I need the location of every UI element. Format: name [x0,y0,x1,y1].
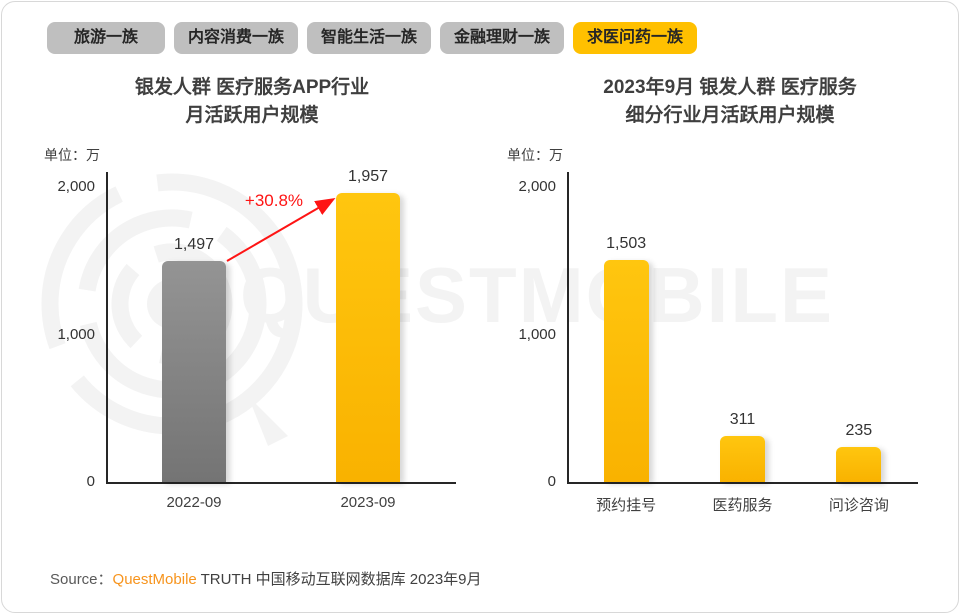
source-line: Source：QuestMobile TRUTH 中国移动互联网数据库 2023… [50,568,482,589]
tab-travel[interactable]: 旅游一族 [47,22,165,54]
bar-预约挂号 [603,260,649,482]
y-axis [567,172,569,482]
y-tick-label: 2,000 [518,178,556,195]
chart-left-title-line1: 银发人群 医疗服务APP行业 [134,77,370,98]
bar-2022-09 [162,261,226,482]
tab-content-consumption[interactable]: 内容消费一族 [174,22,299,54]
chart-right-title-line2: 细分行业月活跃用户规模 [625,105,835,126]
y-axis [106,172,108,482]
x-category-label: 2023-09 [340,494,396,511]
bar-医药服务 [720,436,765,482]
bar-2023-09 [336,193,400,482]
bar-value-label: 1,497 [173,236,215,254]
y-tick-label: 0 [547,473,556,490]
tab-bar: 旅游一族 内容消费一族 智能生活一族 金融理财一族 求医问药一族 [47,22,698,54]
source-prefix: Source： [50,571,113,588]
y-tick-label: 1,000 [518,325,556,343]
bar-value-label: 311 [729,411,756,429]
source-brand: QuestMobile [112,571,197,588]
source-rest: TRUTH 中国移动互联网数据库 2023年9月 [196,571,482,588]
bar-value-label: 235 [845,422,873,440]
growth-annotation: +30.8% [244,191,304,210]
x-category-label: 2022-09 [166,494,222,511]
chart-right-unit-label: 单位：万 [507,147,563,163]
bar-value-label: 1,957 [347,168,389,186]
tab-smart-life[interactable]: 智能生活一族 [307,22,432,54]
x-axis [106,482,456,484]
y-tick-label: 1,000 [57,325,95,343]
y-tick-label: 2,000 [57,178,95,195]
x-axis [567,482,918,484]
tab-finance[interactable]: 金融理财一族 [440,22,565,54]
x-category-label: 问诊咨询 [828,497,889,514]
chart-left-unit-label: 单位：万 [44,147,100,163]
growth-arrow-icon [226,197,336,262]
y-tick-label: 0 [86,473,95,490]
x-category-label: 医药服务 [712,497,773,514]
chart-left-title-line2: 月活跃用户规模 [185,105,319,126]
x-category-label: 预约挂号 [596,497,657,514]
tab-medical[interactable]: 求医问药一族 [573,22,698,54]
bar-问诊咨询 [836,447,882,482]
bar-value-label: 1,503 [606,235,647,253]
chart-right-title-line1: 2023年9月 银发人群 医疗服务 [603,77,857,98]
